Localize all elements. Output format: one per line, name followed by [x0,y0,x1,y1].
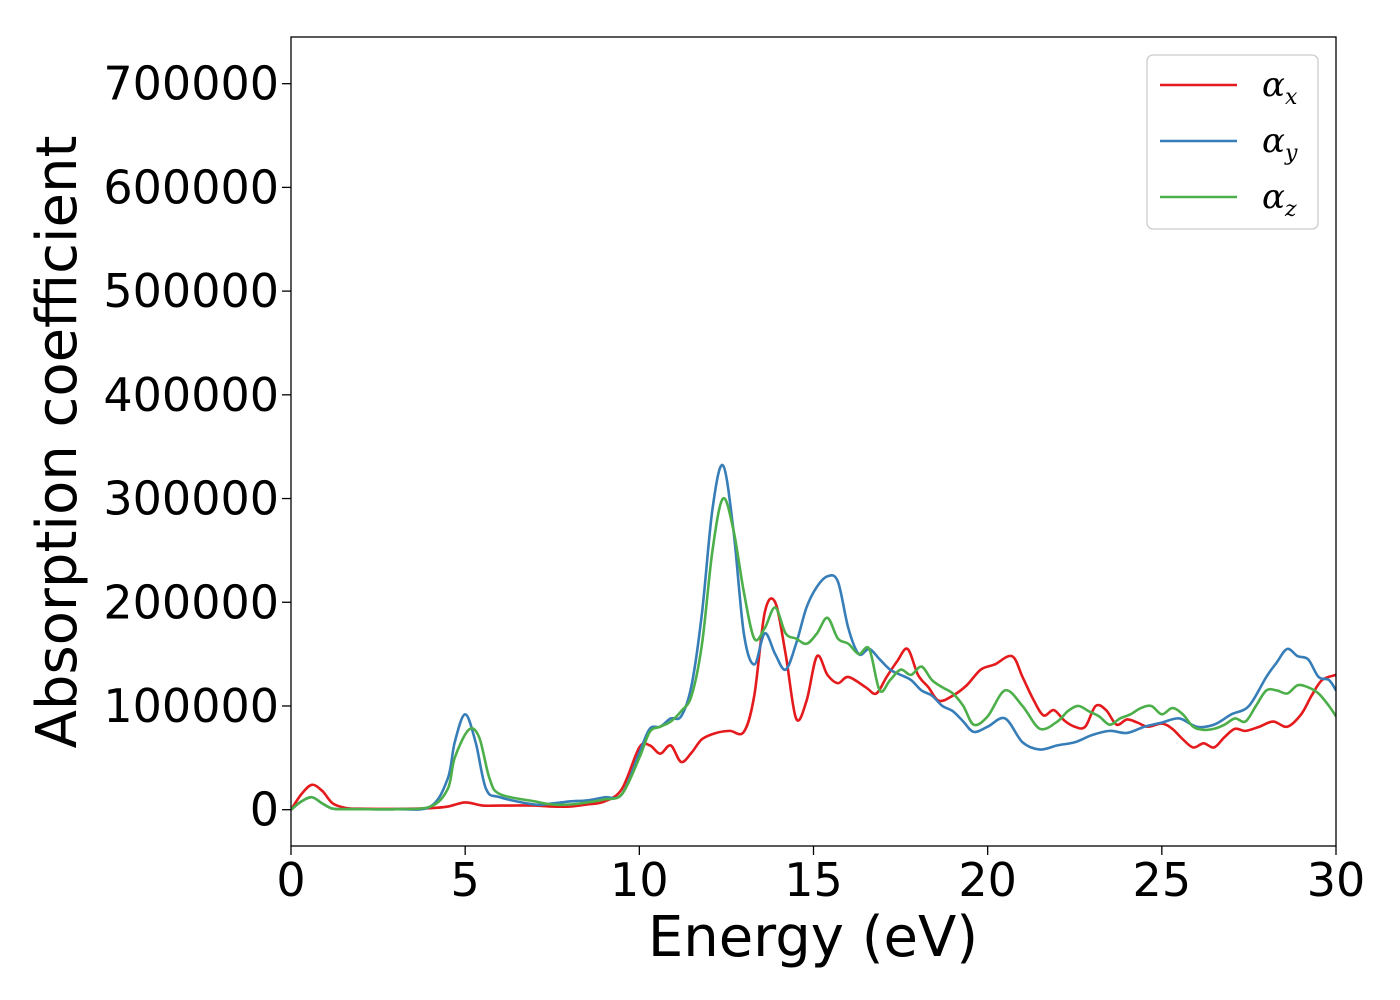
y-tick-label: 100000 [103,679,279,733]
x-tick-label: 10 [610,853,669,907]
y-axis-title: Absorption coefficient [25,136,90,749]
x-tick-label: 20 [958,853,1017,907]
legend-label-alpha-x: αx [1262,65,1298,110]
y-tick-label: 200000 [103,575,279,629]
x-tick-label: 0 [276,853,305,907]
x-axis-ticks: 0 5 10 15 20 25 30 [276,846,1365,907]
legend-label-alpha-z: αz [1262,177,1297,222]
x-tick-label: 15 [784,853,843,907]
x-axis-title: Energy (eV) [648,905,978,970]
y-tick-label: 400000 [103,368,279,422]
legend: αx αy αz [1146,54,1319,230]
y-tick-label: 500000 [103,264,279,318]
series-line-alpha-z [291,496,1336,811]
x-tick-label: 25 [1133,853,1192,907]
series-layer [291,463,1336,811]
y-tick-label: 700000 [103,57,279,111]
y-axis-ticks: 0 100000 200000 300000 400000 500000 600000 700… [103,57,291,837]
series-line-alpha-y [291,463,1336,811]
x-tick-label: 30 [1307,853,1366,907]
y-tick-label: 300000 [103,472,279,526]
y-tick-label: 600000 [103,160,279,214]
y-tick-label: 0 [250,783,279,837]
x-tick-label: 5 [451,853,480,907]
legend-label-alpha-y: αy [1262,121,1298,166]
